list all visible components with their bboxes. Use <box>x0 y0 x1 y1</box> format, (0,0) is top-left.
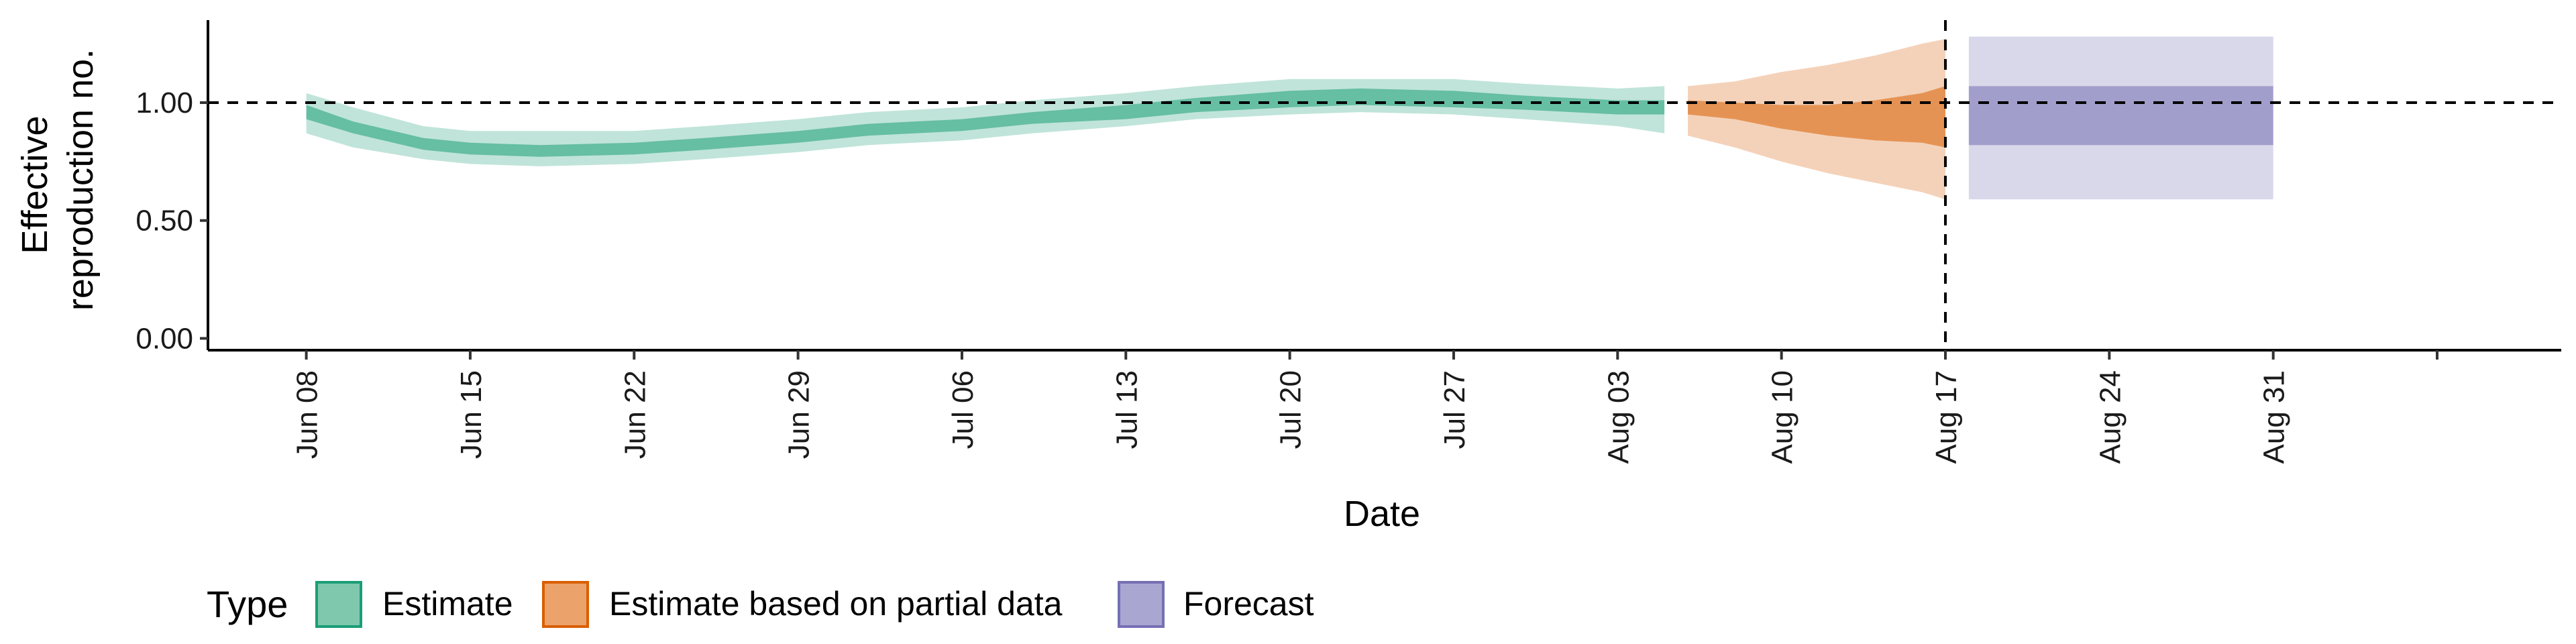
x-tick-label: Jun 08 <box>291 370 324 459</box>
y-tick-label: 0.50 <box>136 205 193 237</box>
x-tick-label: Aug 03 <box>1602 370 1635 464</box>
legend-item-partial: Estimate based on partial data <box>542 581 1063 628</box>
y-axis: 0.00 0.50 1.00 <box>136 87 208 355</box>
legend-title: Type <box>207 583 288 625</box>
legend-label-partial: Estimate based on partial data <box>609 585 1063 623</box>
y-tick-label: 1.00 <box>136 87 193 119</box>
x-tick-label: Jun 15 <box>455 370 488 459</box>
legend-label-estimate: Estimate <box>382 585 513 623</box>
y-axis-title-line-2: reproduction no. <box>60 49 101 311</box>
x-axis-title: Date <box>1344 494 1420 534</box>
x-tick-label: Aug 10 <box>1766 370 1799 464</box>
x-tick-label: Aug 17 <box>1930 370 1963 464</box>
x-axis: Jun 08 Jun 15 Jun 22 Jun 29 Jul 06 Jul 13 Jul … <box>291 350 2439 464</box>
x-tick-label: Jul 27 <box>1438 370 1471 449</box>
bands <box>306 36 2273 200</box>
band-inner-forecast <box>1968 86 2273 146</box>
y-axis-title-line-1: Effective <box>15 115 55 254</box>
legend-item-estimate: Estimate <box>315 581 513 628</box>
band-inner-estimate <box>306 88 1665 157</box>
x-tick-label: Jul 20 <box>1275 370 1307 449</box>
y-axis-title: Effective reproduction no. <box>15 49 101 311</box>
legend-key-forecast <box>1118 581 1165 628</box>
legend-item-forecast: Forecast <box>1118 581 1314 628</box>
x-tick-label: Jun 22 <box>619 370 651 459</box>
legend-key-estimate <box>315 581 362 628</box>
x-tick-label: Jul 06 <box>947 370 979 449</box>
legend-key-partial <box>542 581 589 628</box>
x-tick-label: Aug 31 <box>2258 370 2291 464</box>
legend: Type Estimate Estimate based on partial … <box>207 581 1314 628</box>
x-tick-label: Aug 24 <box>2094 370 2127 464</box>
legend-label-forecast: Forecast <box>1183 585 1314 623</box>
plot-area <box>207 20 2561 352</box>
x-tick-label: Jul 13 <box>1110 370 1143 449</box>
x-tick-label: Jun 29 <box>783 370 816 459</box>
y-tick-label: 0.00 <box>136 322 193 355</box>
